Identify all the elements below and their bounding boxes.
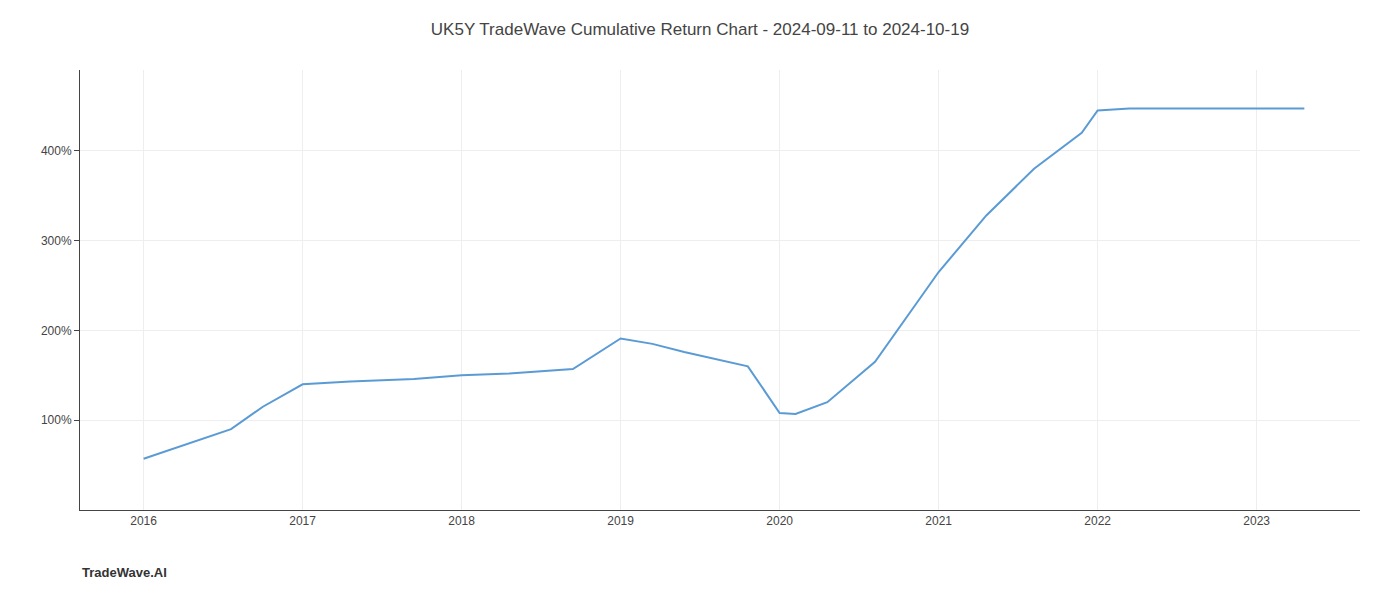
svg-text:100%: 100% [41,413,72,427]
svg-text:2019: 2019 [607,514,634,528]
svg-text:2017: 2017 [289,514,316,528]
svg-text:2018: 2018 [448,514,475,528]
svg-text:300%: 300% [41,234,72,248]
svg-text:UK5Y TradeWave Cumulative Retu: UK5Y TradeWave Cumulative Return Chart -… [431,20,969,39]
svg-text:2023: 2023 [1243,514,1270,528]
svg-text:2020: 2020 [766,514,793,528]
svg-text:2021: 2021 [925,514,952,528]
svg-text:2022: 2022 [1084,514,1111,528]
svg-text:400%: 400% [41,144,72,158]
svg-text:2016: 2016 [130,514,157,528]
svg-text:TradeWave.AI: TradeWave.AI [82,565,167,580]
svg-text:200%: 200% [41,324,72,338]
